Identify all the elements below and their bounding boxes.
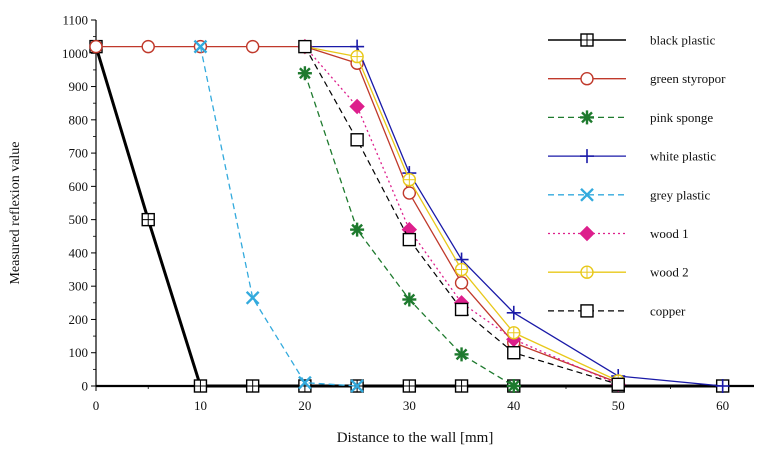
legend-label: grey plastic	[650, 187, 711, 202]
x-tick-label: 60	[716, 398, 729, 413]
y-tick-label: 500	[69, 212, 89, 227]
x-tick-label: 0	[93, 398, 100, 413]
data-point	[141, 212, 155, 227]
data-point	[349, 98, 365, 115]
legend-label: green styropor	[650, 71, 726, 86]
series-wood-2	[298, 39, 625, 388]
data-point	[141, 39, 155, 54]
data-point	[245, 379, 260, 393]
data-point	[245, 39, 260, 54]
legend-entry: grey plastic	[548, 187, 711, 202]
series-black-plastic	[89, 39, 730, 393]
legend-entry: copper	[548, 303, 686, 318]
data-point	[298, 375, 312, 390]
x-tick-label: 30	[403, 398, 416, 413]
legend-label: pink sponge	[650, 110, 713, 125]
series-layer	[89, 38, 730, 393]
legend-entry: wood 2	[548, 265, 689, 280]
data-point	[611, 377, 625, 392]
legend-label: white plastic	[650, 149, 716, 164]
legend-marker	[580, 33, 594, 47]
data-point	[454, 262, 469, 277]
y-tick-label: 800	[69, 112, 89, 127]
data-point	[507, 326, 521, 340]
data-point	[350, 222, 365, 237]
data-point	[506, 305, 521, 320]
data-point	[298, 379, 312, 393]
y-tick-label: 900	[69, 79, 89, 94]
x-tick-label: 40	[507, 398, 520, 413]
series-green-styropor	[89, 39, 625, 390]
series-line	[304, 45, 619, 382]
series-line	[199, 46, 358, 387]
data-point	[454, 276, 469, 290]
series-line	[304, 46, 619, 385]
legend-entry: black plastic	[548, 33, 716, 48]
data-point	[507, 346, 521, 360]
y-tick-label: 0	[82, 379, 89, 394]
legend: black plastic green styropor pink sponge wh…	[548, 33, 726, 318]
y-tick-label: 100	[69, 345, 89, 360]
legend-marker	[580, 304, 594, 318]
x-tick-label: 10	[194, 398, 207, 413]
series-pink-sponge	[297, 66, 521, 393]
data-point	[402, 292, 417, 307]
series-line	[94, 46, 723, 388]
y-tick-label: 1000	[62, 46, 88, 61]
data-point	[297, 66, 312, 81]
data-point	[245, 290, 260, 305]
legend-marker	[579, 225, 595, 242]
data-point	[715, 379, 730, 393]
data-point	[298, 39, 312, 54]
y-tick-label: 700	[69, 146, 89, 161]
legend-label: wood 2	[650, 265, 689, 280]
data-point	[454, 347, 469, 362]
series-grey-plastic	[193, 39, 364, 393]
legend-label: black plastic	[650, 33, 716, 48]
x-tick-label: 50	[612, 398, 625, 413]
series-copper	[298, 39, 625, 392]
y-tick-label: 200	[69, 312, 89, 327]
series-line	[304, 46, 619, 385]
y-tick-label: 400	[69, 245, 89, 260]
y-axis-label: Measured reflexion value	[8, 141, 23, 284]
data-point	[193, 379, 208, 393]
legend-label: wood 1	[650, 226, 689, 241]
y-tick-label: 1100	[62, 13, 88, 28]
legend-marker	[580, 187, 594, 202]
legend-entry: green styropor	[548, 71, 726, 86]
data-point	[454, 302, 469, 317]
data-point	[89, 39, 103, 54]
data-point	[350, 133, 364, 147]
x-axis-label: Distance to the wall [mm]	[337, 430, 494, 446]
data-point	[193, 39, 208, 54]
legend-label: copper	[650, 303, 686, 318]
data-point	[402, 173, 417, 187]
legend-marker	[580, 149, 594, 164]
series-wood-1	[297, 38, 626, 393]
legend-entry: pink sponge	[548, 110, 713, 125]
y-tick-label: 300	[69, 279, 89, 294]
legend-entry: white plastic	[548, 149, 716, 164]
data-point	[402, 186, 417, 200]
data-point	[506, 379, 521, 393]
data-point	[402, 379, 417, 393]
series-line	[96, 45, 619, 384]
legend-entry: wood 1	[548, 225, 689, 242]
data-point	[350, 379, 364, 393]
y-tick-label: 600	[69, 179, 89, 194]
data-point	[402, 232, 417, 247]
data-point	[454, 379, 469, 393]
legend-marker	[580, 110, 594, 125]
data-point	[350, 49, 364, 64]
legend-marker	[580, 265, 594, 279]
legend-marker	[580, 71, 594, 86]
x-tick-label: 20	[298, 398, 311, 413]
